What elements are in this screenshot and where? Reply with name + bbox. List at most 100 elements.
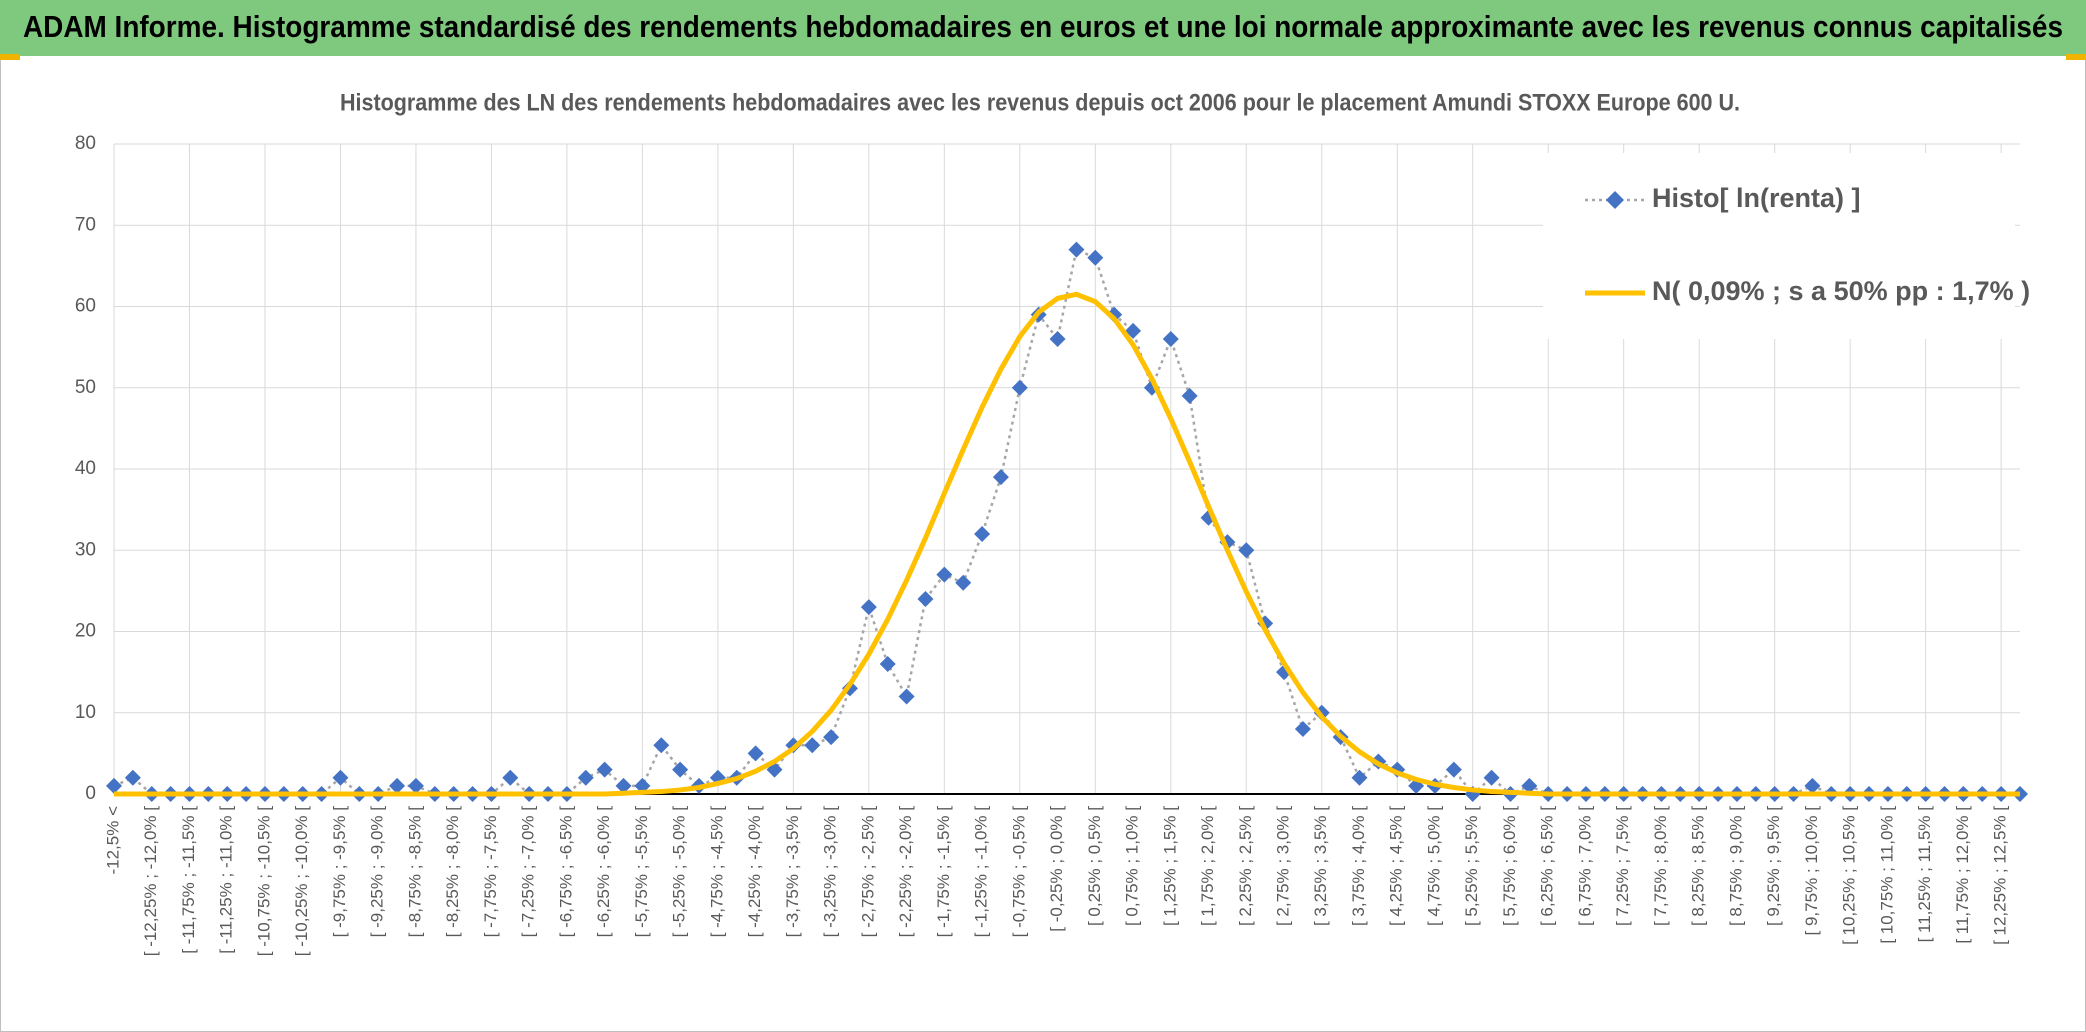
data-point [1521, 777, 1538, 794]
y-tick-label: 80 [75, 133, 96, 154]
data-point [955, 574, 972, 591]
x-tick-label: [ -2,25% ; -2,0% [ [896, 806, 915, 938]
x-tick-label: [ -9,25% ; -9,0% [ [368, 806, 387, 938]
y-tick-label: 70 [75, 214, 96, 235]
x-tick-label: [ 8,75% ; 9,0% [ [1726, 806, 1745, 926]
y-tick-label: 60 [75, 296, 96, 317]
data-point [879, 656, 896, 672]
x-tick-label: [ -3,25% ; -3,0% [ [821, 806, 840, 938]
data-point [1804, 777, 1821, 794]
x-tick-label: [ -1,75% ; -1,5% [ [934, 806, 953, 938]
x-tick-label: [ -9,75% ; -9,5% [ [330, 806, 349, 938]
data-point [1294, 721, 1311, 737]
legend: Histo[ ln(renta) ] N( 0,09% ; s a 50% pp … [1543, 153, 2030, 339]
x-tick-label: [ 11,25% ; 11,5% [ [1915, 806, 1934, 943]
data-point [106, 777, 122, 794]
data-point [823, 729, 840, 746]
x-tick-label: [ 3,75% ; 4,0% [ [1349, 806, 1368, 926]
x-tick-label: [ -11,75% ; -11,5% [ [179, 806, 198, 954]
data-point [615, 777, 632, 794]
data-point [577, 769, 594, 786]
x-tick-label: [ -8,25% ; -8,0% [ [443, 806, 462, 938]
series-line [114, 291, 2020, 797]
x-tick-label: [ 9,25% ; 9,5% [ [1764, 806, 1783, 926]
data-point [860, 599, 877, 616]
data-point [1068, 241, 1085, 258]
data-point [917, 591, 934, 607]
x-tick-label: [ 1,25% ; 1,5% [ [1160, 806, 1179, 926]
data-point [596, 761, 613, 778]
data-point [1011, 379, 1028, 396]
x-tick-label: [ 11,75% ; 12,0% [ [1953, 806, 1972, 944]
x-tick-label: [ 0,25% ; 0,5% [ [1085, 806, 1104, 926]
x-tick-label: [ -4,25% ; -4,0% [ [745, 806, 764, 938]
x-tick-label: [ 2,75% ; 3,0% [ [1274, 806, 1293, 926]
x-tick-label: [ -6,75% ; -6,5% [ [556, 806, 575, 938]
legend-box [1543, 153, 2015, 339]
y-tick-label: 20 [75, 621, 96, 642]
data-point [1181, 387, 1198, 404]
grid: 0 10 20 30 40 50 60 70 80 -12,5% < [ -12,25% ; -12… [75, 133, 2020, 956]
y-tick-label: 0 [85, 783, 96, 804]
data-point [936, 566, 953, 583]
x-tick-label: [ -7,25% ; -7,0% [ [519, 806, 538, 938]
x-tick-label: [ -0,75% ; -0,5% [ [1009, 806, 1028, 938]
data-point [653, 737, 670, 754]
legend-marker [1606, 191, 1624, 209]
x-tick-label: [ -3,75% ; -3,5% [ [783, 806, 802, 938]
x-tick-label: [ -1,25% ; -1,0% [ [972, 806, 991, 938]
data-point [124, 769, 141, 786]
x-tick-label: [ 6,75% ; 7,0% [ [1575, 806, 1594, 926]
x-tick-label: [ -0,25% ; 0,0% [ [1047, 806, 1066, 932]
x-tick-label: -12,5% < [103, 806, 122, 875]
chart-title: Histogramme des LN des rendements hebdom… [340, 89, 1740, 116]
x-tick-label: [ 10,25% ; 10,5% [ [1840, 806, 1859, 945]
y-tick-label: 50 [75, 377, 96, 398]
x-tick-label: [ -4,75% ; -4,5% [ [707, 806, 726, 938]
x-tick-label: [ -2,75% ; -2,5% [ [858, 806, 877, 938]
data-point [1238, 542, 1255, 559]
data-point [1106, 306, 1123, 323]
x-tick-label: [ 9,75% ; 10,0% [ [1802, 806, 1821, 936]
data-point [389, 777, 406, 794]
data-point [407, 777, 424, 794]
data-point [1351, 769, 1368, 786]
data-point [332, 769, 349, 786]
data-point [747, 745, 764, 762]
x-tick-label: [ -5,75% ; -5,5% [ [632, 806, 651, 938]
plot-area [106, 241, 2028, 802]
data-point [1087, 249, 1104, 266]
corner-accent [0, 54, 20, 60]
x-tick-label: [ -10,25% ; -10,0% [ [292, 806, 311, 957]
data-point [992, 469, 1009, 486]
data-point [1445, 761, 1462, 778]
x-tick-label: [ 4,25% ; 4,5% [ [1387, 806, 1406, 926]
y-tick-label: 40 [75, 458, 96, 479]
data-point [1125, 322, 1142, 339]
page-title: ADAM Informe. Histogramme standardisé de… [23, 9, 2063, 44]
x-tick-label: [ -10,75% ; -10,5% [ [254, 806, 273, 957]
x-tick-label: [ 7,75% ; 8,0% [ [1651, 806, 1670, 926]
y-tick-label: 10 [75, 702, 96, 723]
x-tick-label: [ 6,25% ; 6,5% [ [1538, 806, 1557, 926]
x-tick-label: [ 5,25% ; 5,5% [ [1462, 806, 1481, 926]
x-tick-label: [ 3,25% ; 3,5% [ [1311, 806, 1330, 926]
legend-label: Histo[ ln(renta) ] [1652, 183, 1861, 213]
x-tick-label: [ -12,25% ; -12,0% [ [141, 806, 160, 957]
data-point [1049, 331, 1066, 347]
corner-accent [2066, 54, 2086, 60]
y-tick-label: 30 [75, 539, 96, 560]
x-tick-label: [ -7,75% ; -7,5% [ [481, 806, 500, 938]
data-point [804, 737, 821, 754]
data-point [898, 688, 915, 705]
data-point [502, 769, 519, 786]
x-tick-label: [ -6,25% ; -6,0% [ [594, 806, 613, 938]
data-point [672, 761, 689, 778]
x-tick-label: [ 0,75% ; 1,0% [ [1123, 806, 1142, 926]
x-tick-label: [ 5,75% ; 6,0% [ [1500, 806, 1519, 926]
x-tick-label: [ -5,25% ; -5,0% [ [670, 806, 689, 938]
x-tick-label: [ 1,75% ; 2,0% [ [1198, 806, 1217, 926]
x-tick-label: [ 8,25% ; 8,5% [ [1689, 806, 1708, 926]
